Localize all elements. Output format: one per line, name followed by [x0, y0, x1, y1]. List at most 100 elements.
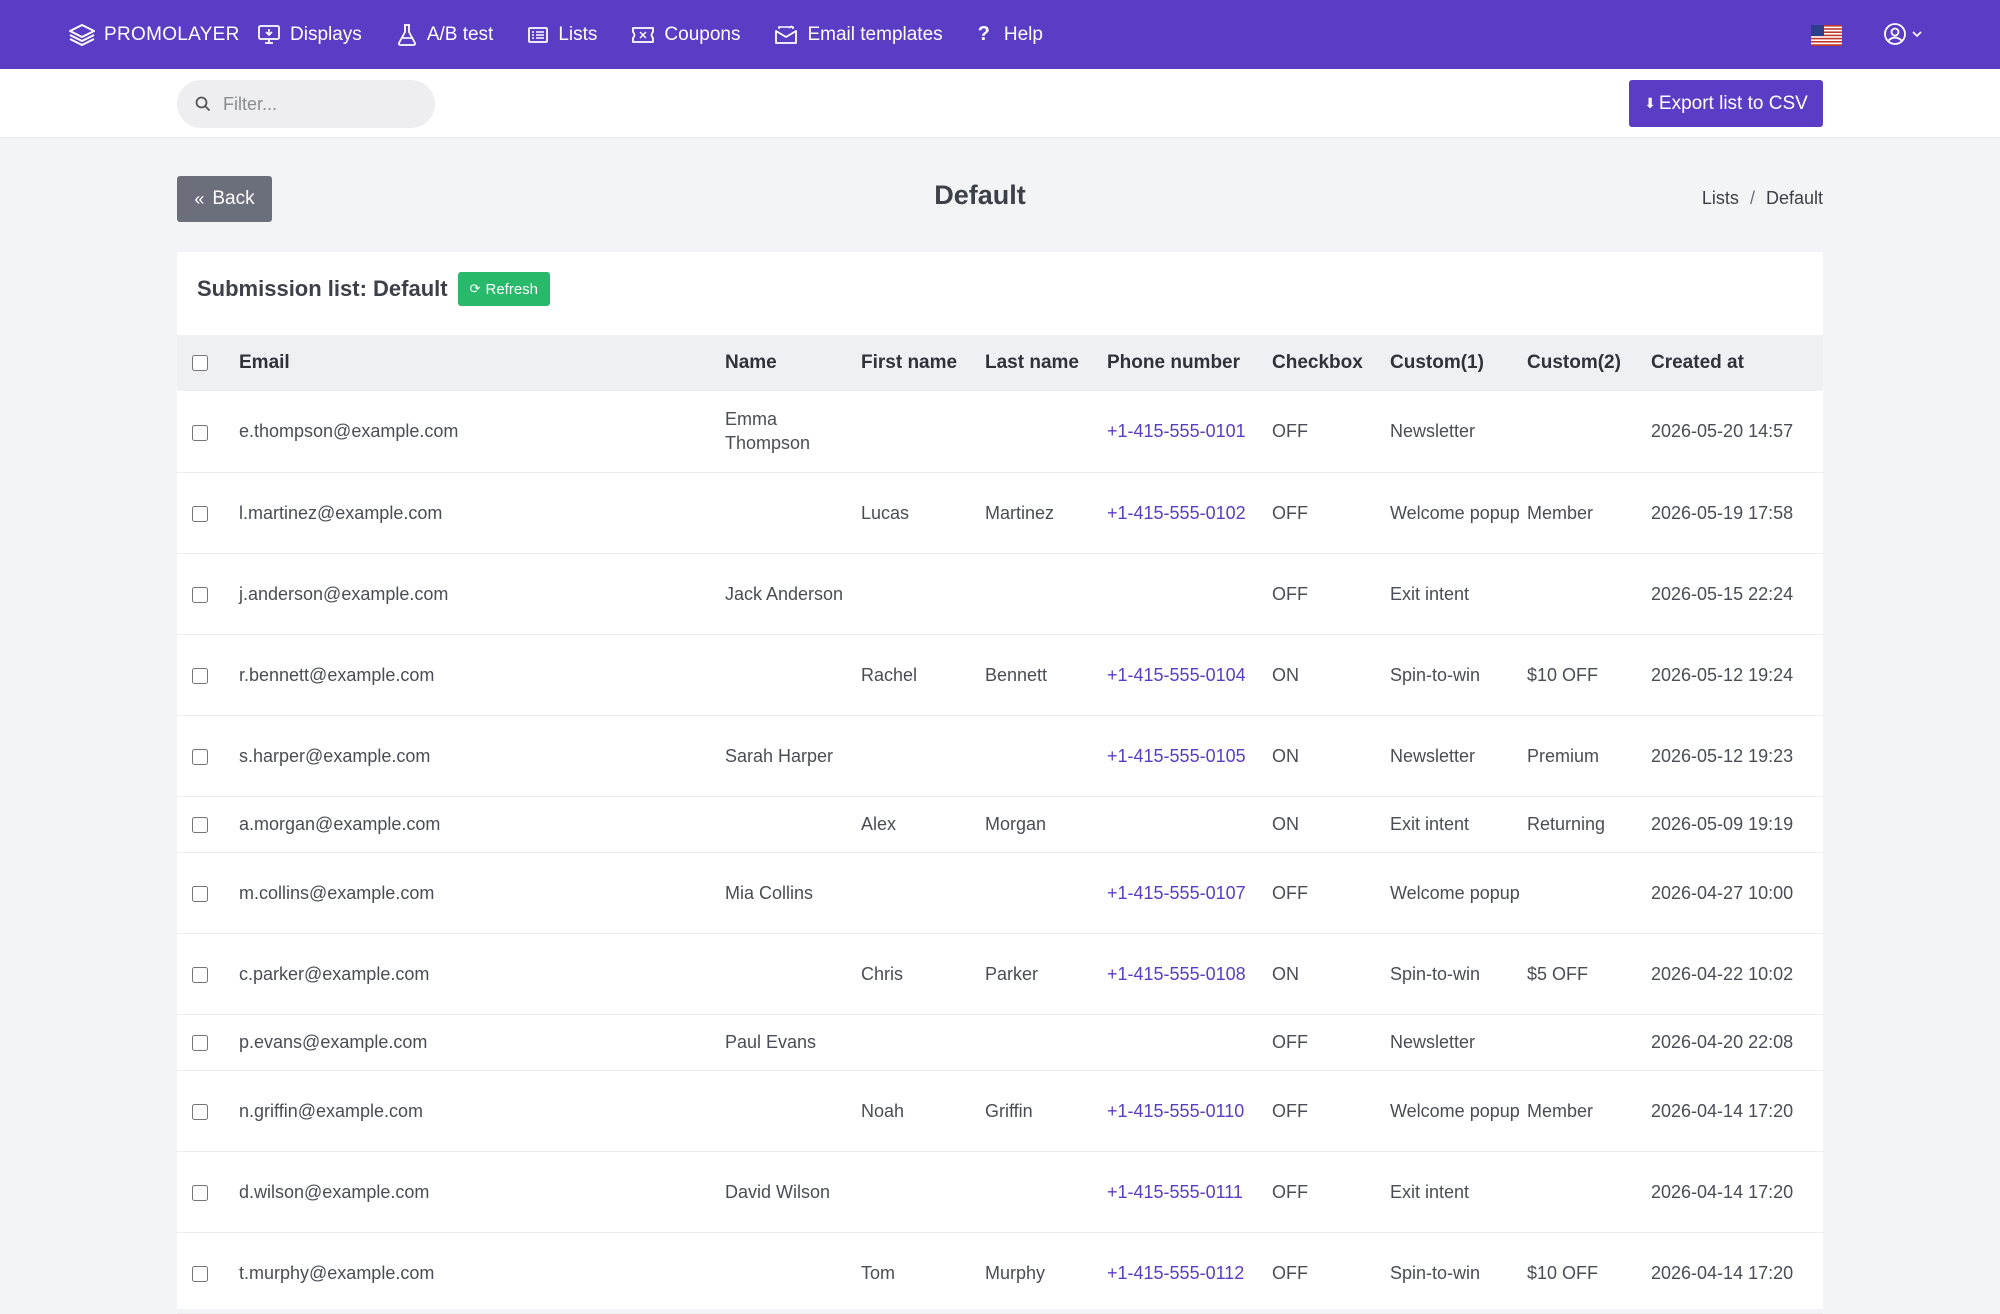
table-row[interactable]: p.evans@example.com Paul Evans OFF Newslett… — [177, 1014, 1823, 1071]
table-body: e.thompson@example.com Emma Thompson +1-41… — [177, 391, 1823, 1314]
cell-first-name — [861, 1014, 985, 1071]
table-row[interactable]: a.morgan@example.com Alex Morgan ON Exit int… — [177, 796, 1823, 853]
cell-first-name — [861, 391, 985, 473]
row-checkbox[interactable] — [192, 505, 208, 522]
back-label: Back — [212, 188, 255, 209]
cell-custom1: Welcome popup — [1390, 852, 1527, 934]
row-checkbox[interactable] — [192, 966, 208, 983]
table-row[interactable]: r.bennett@example.com Rachel Bennett +1-415… — [177, 634, 1823, 716]
top-navbar: PROMOLAYER Displays A/B test Lists Coupo… — [0, 0, 2000, 69]
cell-first-name: Rachel — [861, 634, 985, 716]
header-custom2[interactable]: Custom(2) — [1527, 352, 1621, 373]
row-checkbox[interactable] — [192, 586, 208, 603]
cell-name: David Wilson — [725, 1151, 861, 1233]
header-first-name[interactable]: First name — [861, 352, 958, 373]
row-checkbox[interactable] — [192, 748, 208, 765]
cell-name — [725, 634, 861, 716]
row-checkbox[interactable] — [192, 667, 208, 684]
row-checkbox[interactable] — [192, 1103, 208, 1120]
cell-custom1: Spin-to-win — [1390, 1232, 1527, 1314]
toolbar: ⬇ Export list to CSV — [0, 69, 2000, 138]
refresh-icon: ⟳ — [469, 281, 481, 296]
cell-email: s.harper@example.com — [239, 715, 725, 797]
cell-custom1: Newsletter — [1390, 391, 1527, 473]
cell-created-at: 2026-04-14 17:20 — [1651, 1151, 1823, 1233]
breadcrumb-current: Default — [1765, 188, 1823, 208]
phone-link[interactable]: +1-415-555-0105 — [1107, 745, 1246, 766]
nav-label: Coupons — [664, 23, 741, 45]
email-icon — [775, 24, 798, 44]
table-row[interactable]: l.martinez@example.com Lucas Martinez +1-41… — [177, 472, 1823, 554]
search-icon — [195, 96, 211, 112]
table-row[interactable]: j.anderson@example.com Jack Anderson OFF Ex… — [177, 553, 1823, 635]
cell-created-at: 2026-04-14 17:20 — [1651, 1232, 1823, 1314]
phone-link[interactable]: +1-415-555-0104 — [1107, 664, 1246, 685]
table-row[interactable]: s.harper@example.com Sarah Harper +1-415-5… — [177, 715, 1823, 797]
header-custom1[interactable]: Custom(1) — [1390, 352, 1484, 373]
phone-link[interactable]: +1-415-555-0112 — [1107, 1262, 1245, 1283]
phone-link[interactable]: +1-415-555-0102 — [1107, 502, 1246, 523]
header-last-name[interactable]: Last name — [985, 352, 1079, 373]
table-row[interactable]: m.collins@example.com Mia Collins +1-415-5… — [177, 852, 1823, 934]
phone-link[interactable]: +1-415-555-0110 — [1107, 1100, 1245, 1121]
nav-email-templates[interactable]: Email templates — [775, 24, 943, 46]
row-checkbox[interactable] — [192, 817, 208, 834]
row-checkbox[interactable] — [192, 424, 208, 441]
cell-created-at: 2026-04-14 17:20 — [1651, 1070, 1823, 1152]
download-icon: ⬇ — [1644, 95, 1656, 111]
user-menu[interactable] — [1883, 22, 1923, 46]
row-select-cell — [177, 553, 239, 635]
cell-created-at: 2026-04-27 10:00 — [1651, 852, 1823, 934]
row-checkbox[interactable] — [192, 885, 208, 902]
back-button[interactable]: « Back — [177, 176, 272, 222]
table-row[interactable]: n.griffin@example.com Noah Griffin +1-415-5… — [177, 1070, 1823, 1152]
phone-link[interactable]: +1-415-555-0108 — [1107, 963, 1246, 984]
breadcrumb-lists[interactable]: Lists — [1701, 188, 1739, 208]
refresh-label: Refresh — [485, 280, 539, 298]
brand-name: PROMOLAYER — [104, 23, 240, 45]
nav-displays[interactable]: Displays — [258, 24, 362, 46]
cell-custom2 — [1527, 391, 1651, 473]
brand-logo[interactable]: PROMOLAYER — [68, 0, 240, 69]
row-checkbox[interactable] — [192, 1184, 208, 1201]
select-all-checkbox[interactable] — [192, 354, 208, 371]
table-row[interactable]: e.thompson@example.com Emma Thompson +1-41… — [177, 391, 1823, 473]
table-row[interactable]: d.wilson@example.com David Wilson +1-415-5… — [177, 1151, 1823, 1233]
header-name[interactable]: Name — [725, 352, 777, 373]
row-checkbox[interactable] — [192, 1035, 208, 1052]
cell-last-name — [985, 553, 1107, 635]
phone-link[interactable]: +1-415-555-0111 — [1107, 1181, 1243, 1202]
cell-custom2: Premium — [1527, 715, 1651, 797]
header-email[interactable]: Email — [239, 352, 290, 373]
nav-help[interactable]: ? Help — [978, 23, 1043, 46]
cell-created-at: 2026-05-12 19:24 — [1651, 634, 1823, 716]
page-title: Default — [934, 180, 1026, 210]
us-flag-icon[interactable] — [1811, 25, 1842, 46]
nav-ab-test[interactable]: A/B test — [397, 24, 493, 46]
phone-link[interactable]: +1-415-555-0107 — [1107, 882, 1246, 903]
cell-custom1: Welcome popup — [1390, 1070, 1527, 1152]
export-label: Export list to CSV — [1658, 92, 1808, 114]
header-created-at[interactable]: Created at — [1651, 352, 1744, 373]
cell-email: c.parker@example.com — [239, 933, 725, 1015]
nav-lists[interactable]: Lists — [528, 24, 597, 46]
help-icon: ? — [977, 23, 990, 45]
header-checkbox[interactable]: Checkbox — [1272, 352, 1363, 373]
cell-custom1: Exit intent — [1390, 1151, 1527, 1233]
table-row[interactable]: c.parker@example.com Chris Parker +1-415-55… — [177, 933, 1823, 1015]
cell-checkbox: OFF — [1272, 1070, 1390, 1152]
cell-created-at: 2026-05-19 17:58 — [1651, 472, 1823, 554]
header-phone[interactable]: Phone number — [1107, 352, 1241, 373]
nav-label: Help — [1003, 23, 1043, 45]
row-checkbox[interactable] — [192, 1265, 208, 1282]
phone-link[interactable]: +1-415-555-0101 — [1107, 421, 1246, 442]
nav-coupons[interactable]: Coupons — [632, 24, 740, 46]
export-csv-button[interactable]: ⬇ Export list to CSV — [1629, 80, 1823, 127]
filter-input[interactable] — [223, 93, 423, 115]
cell-custom2 — [1527, 852, 1651, 934]
cell-name — [725, 796, 861, 853]
cell-email: l.martinez@example.com — [239, 472, 725, 554]
refresh-button[interactable]: ⟳ Refresh — [457, 272, 551, 306]
table-row[interactable]: t.murphy@example.com Tom Murphy +1-415-555-… — [177, 1232, 1823, 1314]
cell-email: e.thompson@example.com — [239, 391, 725, 473]
